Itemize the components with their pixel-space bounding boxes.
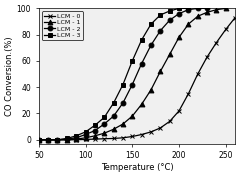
LCM - 2 [140,62,143,65]
LCM - 1 [159,70,162,73]
LCM - 2 [150,44,152,46]
LCM - 3 [150,23,152,25]
LCM - 1 [75,138,78,140]
LCM - 2 [84,133,87,136]
LCM - 0 [150,131,152,133]
LCM - 1 [178,36,180,38]
LCM - 3 [93,124,96,126]
LCM - 2 [56,139,59,141]
LCM - 2 [47,139,50,141]
LCM - 1 [84,137,87,139]
LCM - 3 [56,139,59,141]
LCM - 2 [206,7,209,9]
LCM - 3 [121,84,124,86]
LCM - 0 [206,56,209,58]
LCM - 2 [168,19,171,21]
LCM - 3 [168,10,171,12]
LCM - 2 [178,13,180,15]
LCM - 0 [159,127,162,129]
LCM - 0 [187,93,190,95]
LCM - 0 [112,137,115,139]
LCM - 1 [47,139,50,141]
LCM - 1 [196,15,199,17]
LCM - 2 [159,30,162,32]
Legend: LCM - 0, LCM - 1, LCM - 2, LCM - 3: LCM - 0, LCM - 1, LCM - 2, LCM - 3 [42,12,83,40]
LCM - 0 [196,73,199,75]
LCM - 3 [47,139,50,141]
LCM - 3 [178,7,180,9]
LCM - 2 [131,84,134,86]
LCM - 2 [112,115,115,117]
LCM - 0 [168,120,171,122]
LCM - 3 [159,14,162,16]
LCM - 1 [131,115,134,117]
LCM - 0 [121,137,124,139]
LCM - 1 [224,7,227,9]
Line: LCM - 2: LCM - 2 [36,6,210,142]
LCM - 1 [206,11,209,13]
LCM - 0 [93,138,96,140]
LCM - 0 [140,133,143,136]
LCM - 3 [131,60,134,62]
LCM - 1 [215,9,218,11]
Line: LCM - 0: LCM - 0 [36,15,238,142]
LCM - 0 [84,138,87,140]
LCM - 2 [93,130,96,132]
Line: LCM - 1: LCM - 1 [36,6,228,142]
LCM - 0 [103,138,106,140]
LCM - 3 [112,102,115,104]
LCM - 0 [65,139,68,141]
LCM - 2 [121,102,124,104]
LCM - 1 [187,23,190,25]
LCM - 1 [150,89,152,91]
LCM - 2 [196,7,199,9]
LCM - 0 [224,28,227,30]
LCM - 0 [37,139,40,141]
LCM - 1 [121,123,124,125]
LCM - 3 [65,137,68,139]
LCM - 0 [215,41,218,44]
LCM - 2 [65,138,68,140]
LCM - 3 [140,39,143,41]
LCM - 0 [131,135,134,138]
LCM - 1 [140,103,143,105]
LCM - 0 [47,139,50,141]
LCM - 0 [234,16,237,19]
LCM - 2 [187,9,190,11]
LCM - 1 [56,139,59,141]
LCM - 2 [37,139,40,141]
LCM - 1 [112,128,115,130]
LCM - 0 [56,139,59,141]
Line: LCM - 3: LCM - 3 [36,6,191,142]
Y-axis label: CO Conversion.(%): CO Conversion.(%) [5,36,14,116]
LCM - 3 [187,7,190,9]
LCM - 1 [65,139,68,141]
LCM - 0 [178,110,180,112]
LCM - 2 [75,137,78,139]
LCM - 3 [103,116,106,118]
LCM - 3 [37,139,40,141]
LCM - 1 [103,132,106,134]
LCM - 2 [103,123,106,125]
LCM - 3 [84,131,87,133]
LCM - 1 [37,139,40,141]
LCM - 1 [93,135,96,137]
LCM - 0 [75,139,78,141]
LCM - 1 [168,53,171,55]
X-axis label: Temperature (°C): Temperature (°C) [101,163,173,172]
LCM - 3 [75,135,78,137]
